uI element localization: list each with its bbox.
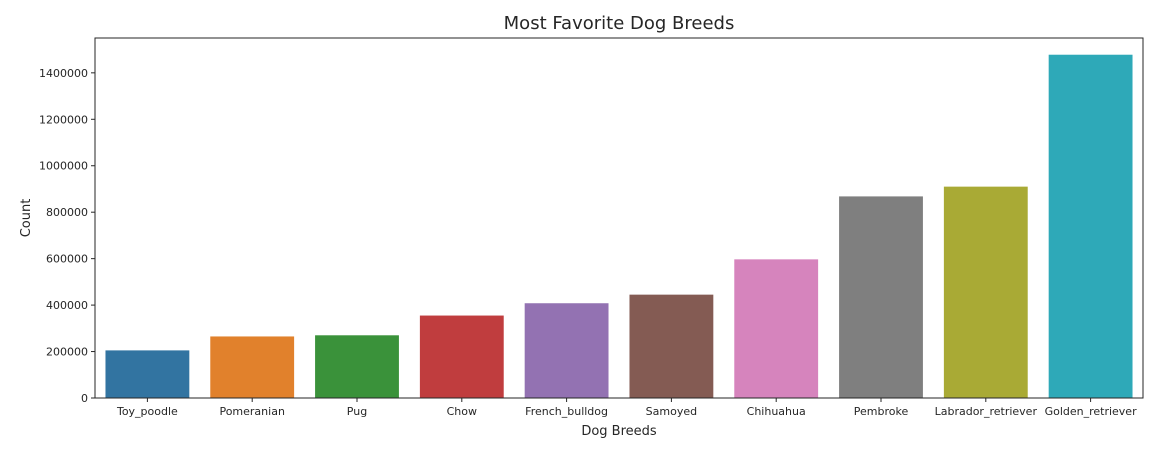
y-tick-label: 1000000 <box>39 160 88 173</box>
y-tick-label: 600000 <box>46 253 88 266</box>
chart-title: Most Favorite Dog Breeds <box>504 13 735 34</box>
y-tick-label: 800000 <box>46 206 88 219</box>
x-tick-label: Chow <box>447 405 477 418</box>
bar-pomeranian <box>210 336 295 398</box>
bar-pug <box>315 335 399 398</box>
y-tick-label: 0 <box>81 392 88 405</box>
bar-toy-poodle <box>105 350 190 398</box>
x-tick-label: Chihuahua <box>747 405 806 418</box>
bar-french-bulldog <box>524 303 609 398</box>
x-tick-label: Golden_retriever <box>1045 405 1138 418</box>
x-axis-title: Dog Breeds <box>581 424 657 439</box>
x-tick-label: Pug <box>347 405 367 418</box>
plot-frame <box>94 37 1144 399</box>
bar-samoyed <box>629 294 714 398</box>
x-tick-label: Pembroke <box>854 405 909 418</box>
x-tick-label: Labrador_retriever <box>935 405 1038 418</box>
y-tick-label: 1400000 <box>39 67 88 80</box>
plot-area: Toy_poodle Pomeranian Pug Chow French_bulldo… <box>39 54 1138 418</box>
x-tick-label: Toy_poodle <box>116 405 178 418</box>
bar-golden-retriever <box>1048 54 1133 398</box>
x-tick-label: French_bulldog <box>525 405 608 418</box>
y-tick-label: 200000 <box>46 346 88 359</box>
bar-chow <box>419 315 504 398</box>
y-tick-label: 400000 <box>46 299 88 312</box>
bar-pembroke <box>839 196 923 398</box>
x-tick-label: Samoyed <box>646 405 697 418</box>
bar-labrador-retriever <box>943 186 1028 398</box>
x-tick-label: Pomeranian <box>219 405 284 418</box>
y-tick-label: 1200000 <box>39 113 88 126</box>
bar-chihuahua <box>734 259 819 398</box>
y-axis-title: Count <box>19 199 34 238</box>
